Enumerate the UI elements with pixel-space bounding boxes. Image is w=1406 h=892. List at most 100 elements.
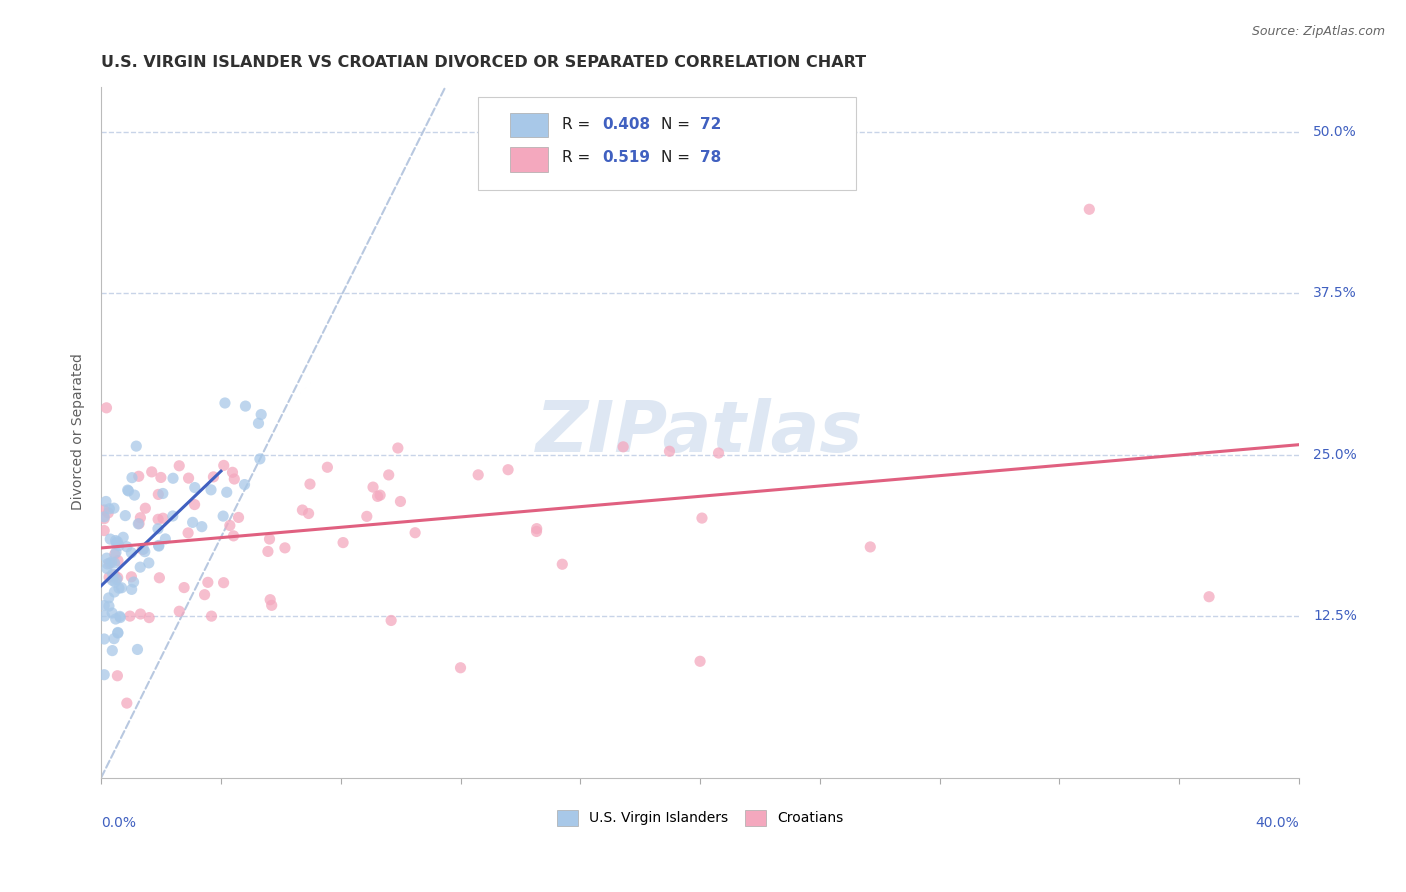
FancyBboxPatch shape: [478, 97, 856, 190]
Legend: U.S. Virgin Islanders, Croatians: U.S. Virgin Islanders, Croatians: [550, 803, 851, 833]
Point: [218, 518, 240, 533]
Point: [690, 511, 713, 525]
Point: [110, 610, 132, 624]
Point: [184, 481, 207, 495]
Point: [131, 542, 153, 557]
Point: [138, 610, 160, 624]
Text: Source: ZipAtlas.com: Source: ZipAtlas.com: [1251, 25, 1385, 38]
Point: [167, 458, 190, 473]
FancyBboxPatch shape: [509, 113, 548, 137]
Text: U.S. VIRGIN ISLANDER VS CROATIAN DIVORCED OR SEPARATED CORRELATION CHART: U.S. VIRGIN ISLANDER VS CROATIAN DIVORCE…: [101, 55, 866, 70]
Point: [249, 451, 271, 466]
Point: [152, 511, 174, 525]
Point: [859, 540, 882, 554]
Point: [105, 534, 128, 549]
Point: [526, 524, 548, 539]
Point: [235, 399, 257, 413]
Point: [93, 509, 115, 524]
Point: [389, 494, 412, 508]
Point: [97, 591, 120, 605]
Point: [93, 667, 115, 681]
Point: [658, 444, 681, 458]
Point: [108, 539, 131, 553]
Text: 50.0%: 50.0%: [1313, 125, 1357, 139]
Point: [149, 470, 172, 484]
Point: [298, 477, 321, 491]
Point: [103, 585, 125, 599]
Point: [297, 507, 319, 521]
Point: [361, 480, 384, 494]
Point: [108, 581, 131, 595]
Point: [233, 477, 256, 491]
Point: [404, 525, 426, 540]
Point: [183, 498, 205, 512]
Point: [707, 446, 730, 460]
Point: [104, 547, 127, 561]
Point: [127, 516, 149, 531]
Point: [101, 567, 124, 582]
Point: [200, 609, 222, 624]
Point: [98, 557, 121, 571]
Point: [118, 609, 141, 624]
Point: [222, 529, 245, 543]
Point: [215, 485, 238, 500]
Point: [93, 632, 115, 646]
Point: [101, 574, 124, 588]
Point: [332, 535, 354, 549]
Point: [356, 509, 378, 524]
Text: 37.5%: 37.5%: [1313, 286, 1357, 301]
Point: [134, 544, 156, 558]
Point: [177, 471, 200, 485]
Point: [120, 546, 142, 560]
Point: [103, 568, 125, 582]
Text: N =: N =: [661, 150, 695, 165]
Point: [105, 669, 128, 683]
Point: [107, 625, 129, 640]
Point: [167, 604, 190, 618]
Point: [526, 522, 548, 536]
Text: 25.0%: 25.0%: [1313, 448, 1357, 462]
Point: [115, 696, 138, 710]
Point: [257, 544, 280, 558]
Point: [141, 465, 163, 479]
Point: [194, 588, 217, 602]
Point: [103, 632, 125, 646]
Point: [93, 609, 115, 624]
Point: [129, 607, 152, 621]
Y-axis label: Divorced or Separated: Divorced or Separated: [72, 353, 86, 510]
Point: [98, 501, 121, 516]
Point: [108, 609, 131, 624]
Point: [122, 575, 145, 590]
Point: [107, 571, 129, 585]
Point: [214, 396, 236, 410]
Text: R =: R =: [562, 117, 596, 132]
Point: [496, 463, 519, 477]
Point: [117, 483, 139, 498]
Point: [98, 570, 121, 584]
Point: [162, 508, 184, 523]
Text: 12.5%: 12.5%: [1313, 609, 1357, 624]
Point: [117, 483, 139, 497]
Point: [96, 557, 118, 571]
Point: [132, 541, 155, 556]
Point: [121, 582, 143, 597]
Point: [212, 509, 235, 524]
Point: [612, 440, 634, 454]
Point: [259, 532, 281, 546]
Point: [181, 516, 204, 530]
Point: [121, 471, 143, 485]
Point: [259, 592, 281, 607]
Point: [128, 516, 150, 531]
Point: [138, 556, 160, 570]
Text: 78: 78: [700, 150, 721, 165]
Point: [155, 532, 177, 546]
Point: [387, 441, 409, 455]
Point: [274, 541, 297, 555]
Point: [93, 524, 115, 538]
Point: [112, 530, 135, 544]
Point: [173, 581, 195, 595]
Point: [177, 525, 200, 540]
Point: [104, 545, 127, 559]
Point: [101, 643, 124, 657]
Point: [93, 503, 115, 517]
